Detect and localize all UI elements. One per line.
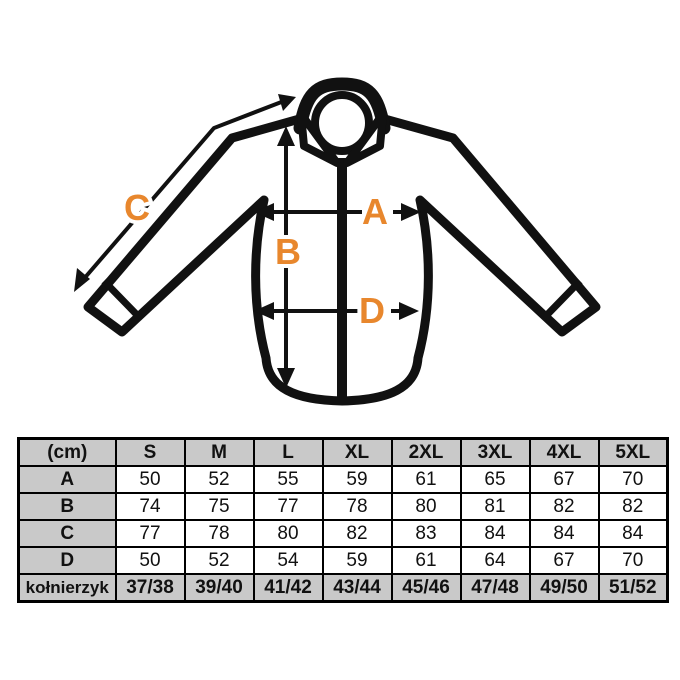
value-cell: 67 bbox=[528, 546, 600, 575]
value-cell: 50 bbox=[114, 546, 186, 575]
row-label-d: D bbox=[17, 546, 117, 575]
value-cell: 37/38 bbox=[114, 573, 186, 603]
size-header-2xl: 2XL bbox=[390, 437, 462, 467]
value-cell: 77 bbox=[252, 492, 324, 521]
value-cell: 52 bbox=[183, 465, 255, 494]
row-label-a: A bbox=[17, 465, 117, 494]
value-cell: 70 bbox=[597, 465, 669, 494]
table-row-a: A 50 52 55 59 61 65 67 70 bbox=[17, 465, 669, 494]
value-cell: 52 bbox=[183, 546, 255, 575]
size-table: (cm) S M L XL 2XL 3XL 4XL 5XL A 50 52 55… bbox=[17, 437, 669, 603]
value-cell: 64 bbox=[459, 546, 531, 575]
measure-arrow-a: A bbox=[254, 187, 421, 236]
size-header-4xl: 4XL bbox=[528, 437, 600, 467]
row-label-collar: kołnierzyk bbox=[17, 573, 117, 603]
measure-arrow-c: C bbox=[74, 94, 296, 292]
value-cell: 59 bbox=[321, 465, 393, 494]
value-cell: 78 bbox=[183, 519, 255, 548]
value-cell: 41/42 bbox=[252, 573, 324, 603]
value-cell: 43/44 bbox=[321, 573, 393, 603]
collar bbox=[293, 77, 391, 167]
value-cell: 61 bbox=[390, 465, 462, 494]
size-header-5xl: 5XL bbox=[597, 437, 669, 467]
value-cell: 49/50 bbox=[528, 573, 600, 603]
measure-arrow-d: D bbox=[254, 286, 419, 335]
value-cell: 51/52 bbox=[597, 573, 669, 603]
neck-opening bbox=[311, 91, 373, 155]
left-cuff-seam bbox=[101, 278, 143, 321]
value-cell: 39/40 bbox=[183, 573, 255, 603]
value-cell: 82 bbox=[321, 519, 393, 548]
value-cell: 82 bbox=[597, 492, 669, 521]
value-cell: 61 bbox=[390, 546, 462, 575]
value-cell: 77 bbox=[114, 519, 186, 548]
value-cell: 54 bbox=[252, 546, 324, 575]
arrowhead-right bbox=[399, 302, 419, 320]
value-cell: 80 bbox=[252, 519, 324, 548]
table-row-collar: kołnierzyk 37/38 39/40 41/42 43/44 45/46… bbox=[17, 573, 669, 603]
arrowhead-down-left bbox=[74, 268, 90, 292]
size-header-3xl: 3XL bbox=[459, 437, 531, 467]
table-row-c: C 77 78 80 82 83 84 84 84 bbox=[17, 519, 669, 548]
measure-arrow-b: B bbox=[271, 126, 305, 388]
unit-header-cell: (cm) bbox=[17, 437, 117, 467]
size-header-xl: XL bbox=[321, 437, 393, 467]
size-header-s: S bbox=[114, 437, 186, 467]
value-cell: 47/48 bbox=[459, 573, 531, 603]
value-cell: 84 bbox=[597, 519, 669, 548]
collar-band bbox=[293, 77, 391, 135]
row-label-b: B bbox=[17, 492, 117, 521]
table-row-d: D 50 52 54 59 61 64 67 70 bbox=[17, 546, 669, 575]
value-cell: 59 bbox=[321, 546, 393, 575]
table-header-row: (cm) S M L XL 2XL 3XL 4XL 5XL bbox=[17, 437, 669, 467]
value-cell: 80 bbox=[390, 492, 462, 521]
arrowhead-up bbox=[277, 126, 295, 146]
collar-point-left bbox=[297, 110, 341, 167]
right-cuff-seam bbox=[541, 278, 583, 321]
value-cell: 82 bbox=[528, 492, 600, 521]
value-cell: 55 bbox=[252, 465, 324, 494]
measure-label-c: C bbox=[124, 187, 150, 228]
shirt-outline bbox=[83, 77, 601, 406]
value-cell: 75 bbox=[183, 492, 255, 521]
arrowhead-right bbox=[401, 203, 421, 221]
value-cell: 65 bbox=[459, 465, 531, 494]
value-cell: 50 bbox=[114, 465, 186, 494]
table-row-b: B 74 75 77 78 80 81 82 82 bbox=[17, 492, 669, 521]
row-label-c: C bbox=[17, 519, 117, 548]
value-cell: 45/46 bbox=[390, 573, 462, 603]
size-header-m: M bbox=[183, 437, 255, 467]
measure-label-b: B bbox=[275, 231, 301, 272]
value-cell: 83 bbox=[390, 519, 462, 548]
arrowhead-down bbox=[277, 368, 295, 388]
size-header-l: L bbox=[252, 437, 324, 467]
measure-label-a: A bbox=[362, 191, 388, 232]
value-cell: 81 bbox=[459, 492, 531, 521]
value-cell: 84 bbox=[459, 519, 531, 548]
collar-point-right bbox=[343, 110, 387, 167]
value-cell: 78 bbox=[321, 492, 393, 521]
value-cell: 70 bbox=[597, 546, 669, 575]
shirt-measurement-diagram: A B C D bbox=[74, 77, 601, 406]
arrowhead-left bbox=[254, 203, 274, 221]
value-cell: 67 bbox=[528, 465, 600, 494]
measure-label-d: D bbox=[359, 290, 385, 331]
arrowhead-left bbox=[254, 302, 274, 320]
arrowhead-up-right bbox=[278, 94, 296, 111]
value-cell: 84 bbox=[528, 519, 600, 548]
value-cell: 74 bbox=[114, 492, 186, 521]
